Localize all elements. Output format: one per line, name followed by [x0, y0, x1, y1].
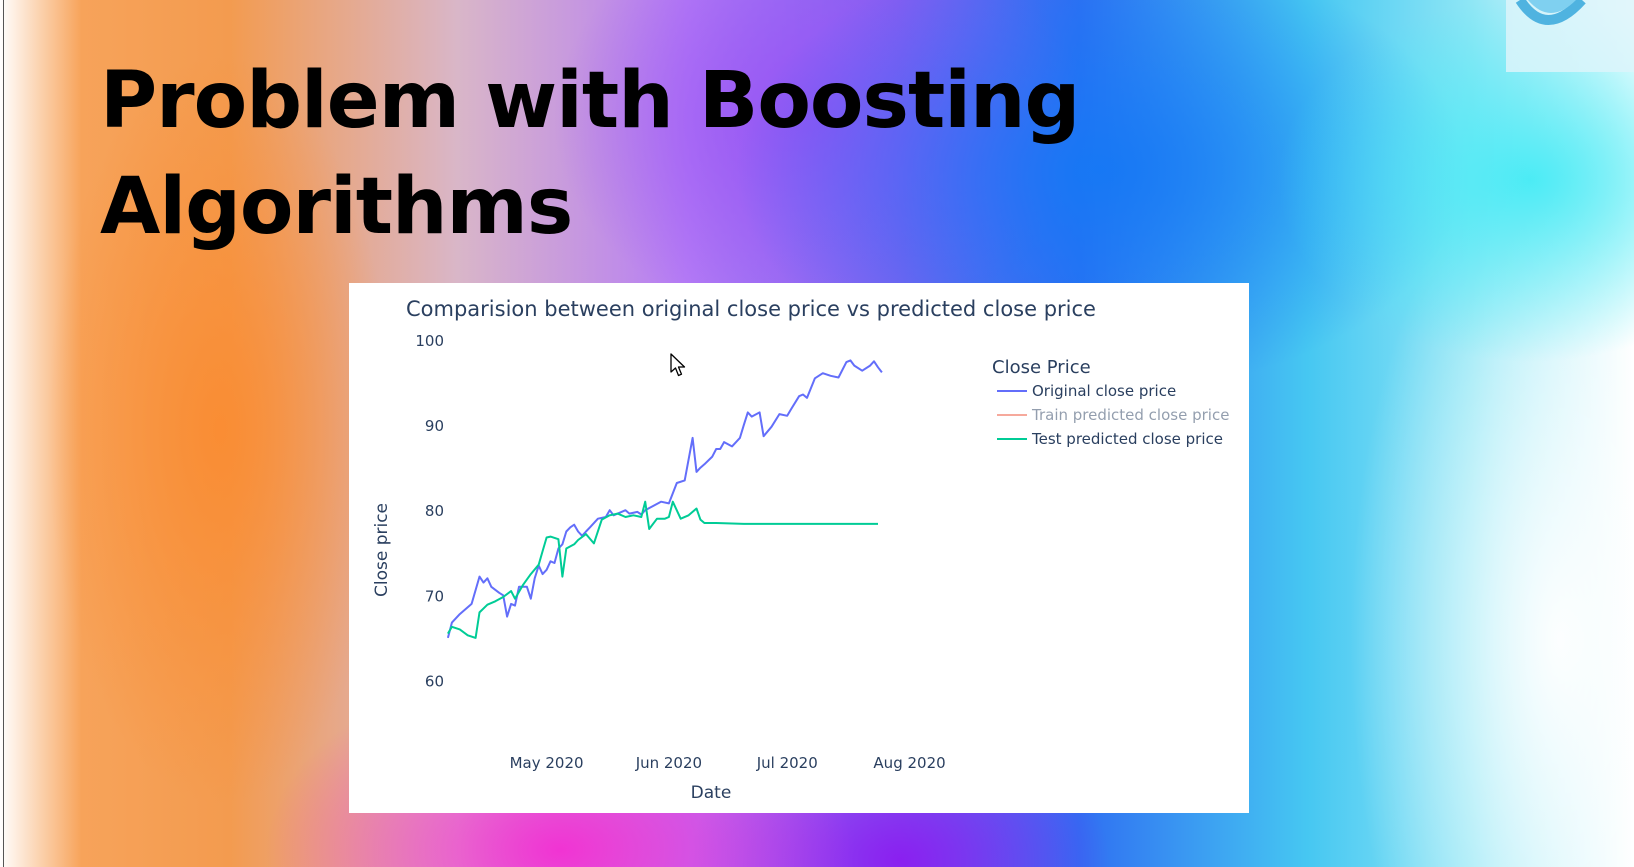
y-tick-label: 90 — [425, 417, 444, 435]
legend-label-train: Train predicted close price — [1031, 406, 1229, 424]
slide-title: Problem with Boosting Algorithms — [100, 48, 1080, 260]
legend: Close Price Original close price Train p… — [992, 357, 1229, 448]
y-tick-label: 80 — [425, 502, 444, 520]
series-layer — [446, 359, 883, 639]
slide-title-line1: Problem with Boosting — [100, 56, 1080, 146]
line-chart: Comparision between original close price… — [372, 297, 1229, 803]
y-tick-label: 70 — [425, 587, 444, 605]
chart-panel: Comparision between original close price… — [349, 283, 1249, 813]
mouse-cursor-icon — [670, 353, 686, 377]
legend-label-test: Test predicted close price — [1031, 430, 1223, 448]
chart-title: Comparision between original close price… — [406, 297, 1096, 321]
logo-icon — [1515, 0, 1586, 25]
slide-title-line2: Algorithms — [100, 162, 573, 252]
legend-title: Close Price — [992, 357, 1091, 378]
corner-logo — [1506, 0, 1634, 72]
legend-item-test[interactable]: Test predicted close price — [997, 430, 1223, 448]
legend-item-train[interactable]: Train predicted close price — [997, 406, 1229, 424]
y-axis-label: Close price — [372, 503, 392, 597]
series-line-test — [447, 500, 878, 639]
x-tick-label: Aug 2020 — [873, 754, 945, 772]
legend-item-original[interactable]: Original close price — [997, 382, 1176, 400]
x-tick-label: May 2020 — [510, 754, 584, 772]
legend-label-original: Original close price — [1032, 382, 1176, 400]
x-axis-label: Date — [691, 783, 732, 803]
window-left-border — [3, 0, 4, 867]
x-axis-ticks: May 2020 Jun 2020 Jul 2020 Aug 2020 — [510, 754, 946, 772]
y-tick-label: 60 — [425, 672, 444, 690]
x-tick-label: Jul 2020 — [756, 754, 818, 772]
y-tick-label: 100 — [415, 332, 444, 350]
x-tick-label: Jun 2020 — [635, 754, 702, 772]
y-axis-ticks: 60 70 80 90 100 — [415, 332, 444, 690]
